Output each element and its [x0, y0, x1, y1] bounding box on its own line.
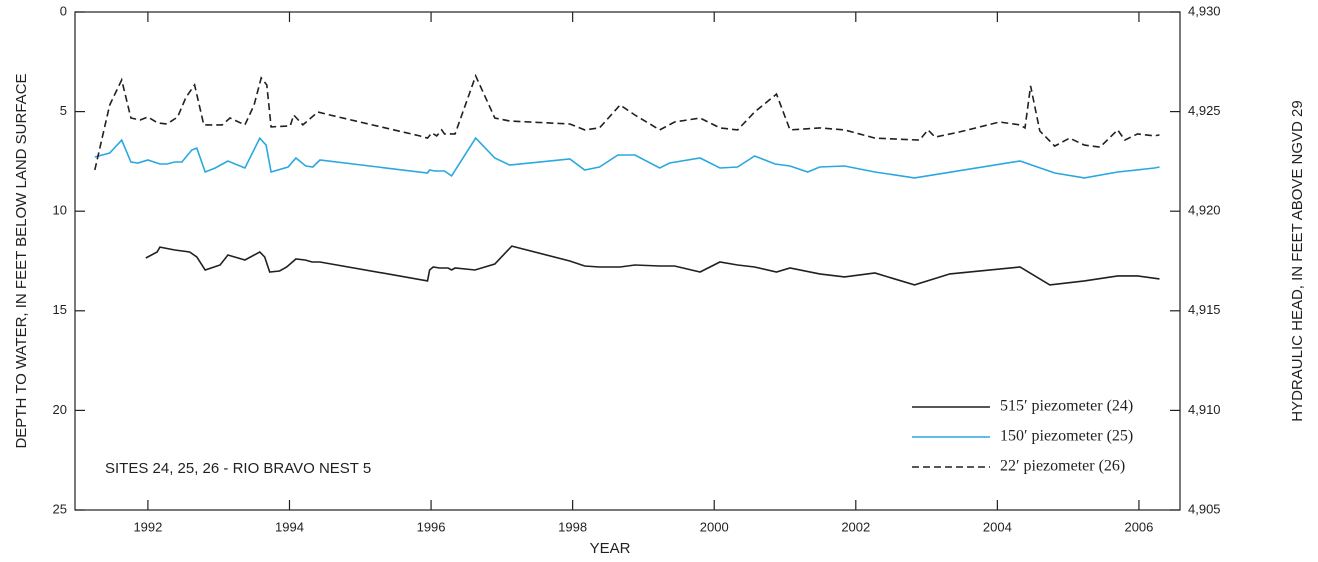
x-tick-label: 2002	[841, 519, 870, 534]
y2-tick-label: 4,925	[1188, 103, 1221, 118]
series-line	[94, 73, 1160, 171]
x-axis-title: YEAR	[590, 540, 631, 557]
plot-frame	[74, 11, 1181, 511]
legend-label: 150′ piezometer (25)	[1000, 428, 1133, 445]
x-tick-label: 1994	[275, 519, 304, 534]
x-tick-label: 1992	[133, 519, 162, 534]
y2-tick-label: 4,930	[1188, 3, 1221, 18]
legend-label: 22′ piezometer (26)	[1000, 458, 1125, 475]
y-axis-title: DEPTH TO WATER, IN FEET BELOW LAND SURFA…	[13, 73, 30, 448]
x-tick-label: 2000	[700, 519, 729, 534]
y2-axis-title: HYDRAULIC HEAD, IN FEET ABOVE NGVD 29	[1289, 100, 1306, 421]
y-tick-label: 25	[53, 501, 67, 516]
y2-tick-label: 4,920	[1188, 203, 1221, 218]
y2-tick-label: 4,910	[1188, 402, 1221, 417]
y-tick-label: 15	[53, 302, 67, 317]
x-tick-label: 2004	[983, 519, 1012, 534]
series-line	[94, 136, 1160, 179]
x-tick-label: 1998	[558, 519, 587, 534]
annotation: SITES 24, 25, 26 - RIO BRAVO NEST 5	[105, 460, 371, 477]
x-tick-label: 2006	[1124, 519, 1153, 534]
y-tick-label: 10	[53, 203, 67, 218]
y-tick-label: 0	[60, 3, 67, 18]
y2-tick-label: 4,915	[1188, 302, 1221, 317]
y-tick-label: 20	[53, 402, 67, 417]
legend-label: 515′ piezometer (24)	[1000, 398, 1133, 415]
series-line	[145, 245, 1160, 286]
y-tick-label: 5	[60, 103, 67, 118]
x-tick-label: 1996	[417, 519, 446, 534]
y2-tick-label: 4,905	[1188, 501, 1221, 516]
